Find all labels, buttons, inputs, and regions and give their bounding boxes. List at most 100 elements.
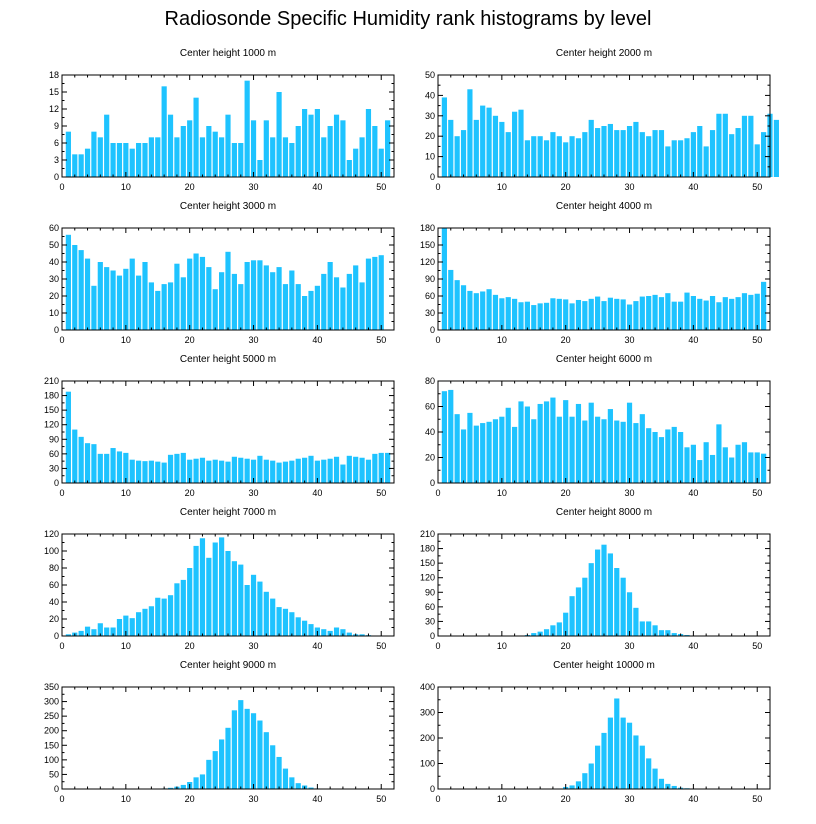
y-tick-label: 90 — [425, 587, 435, 597]
bar — [359, 457, 365, 483]
bar — [129, 148, 135, 177]
bar — [180, 784, 186, 789]
bar — [563, 142, 569, 177]
bar — [709, 454, 716, 483]
y-tick-label: 20 — [49, 291, 59, 301]
y-tick-label: 210 — [420, 529, 435, 539]
bar — [116, 451, 123, 483]
bar — [441, 391, 447, 483]
bar — [244, 80, 250, 177]
x-tick-label: 0 — [59, 488, 64, 498]
bar — [257, 455, 263, 483]
bar — [155, 597, 161, 636]
bar — [276, 756, 282, 789]
x-tick-label: 0 — [435, 794, 440, 804]
x-tick-label: 40 — [688, 641, 698, 651]
y-tick-label: 60 — [425, 291, 435, 301]
y-tick-label: 90 — [49, 434, 59, 444]
bar — [505, 297, 511, 330]
bar — [486, 421, 492, 483]
bar — [167, 114, 174, 177]
bar — [588, 119, 594, 177]
bar — [378, 452, 384, 483]
bar — [206, 557, 212, 636]
bar — [161, 284, 167, 330]
bar — [199, 774, 206, 789]
bar — [167, 454, 174, 483]
panel-5: Center height 5000 m 0 10 20 30 40 50 0 30 60 90 12… — [44, 354, 395, 498]
bar — [467, 89, 473, 177]
x-tick-label: 10 — [497, 182, 507, 192]
bar — [238, 457, 244, 483]
bar — [123, 268, 129, 330]
bar — [129, 258, 135, 330]
bar — [773, 119, 779, 177]
y-tick-label: 400 — [420, 682, 435, 692]
bar — [250, 574, 257, 636]
x-tick-label: 40 — [312, 335, 322, 345]
bar — [257, 260, 263, 330]
bar — [206, 126, 212, 177]
bar — [270, 272, 276, 330]
bar — [104, 114, 110, 177]
y-tick-label: 150 — [44, 405, 59, 415]
bar — [588, 402, 594, 483]
bar — [614, 698, 620, 789]
bar — [321, 459, 327, 483]
y-tick-label: 10 — [49, 308, 59, 318]
bar — [658, 630, 665, 636]
panel-4: Center height 4000 m 0 10 20 30 40 50 0 30 60 90 12… — [420, 201, 771, 345]
bar — [263, 732, 269, 789]
bar — [378, 255, 384, 330]
bar — [174, 453, 180, 483]
bar — [601, 544, 607, 636]
bar — [359, 137, 365, 177]
bar — [238, 700, 244, 789]
bar — [123, 143, 129, 177]
bar — [665, 293, 671, 330]
bar — [620, 130, 626, 177]
bar — [276, 462, 282, 483]
bar — [340, 120, 346, 177]
bar — [524, 406, 530, 483]
bar — [460, 130, 467, 177]
y-tick-label: 20 — [425, 131, 435, 141]
bar — [193, 458, 199, 483]
bar — [646, 621, 652, 636]
bar — [658, 130, 665, 177]
bar — [620, 577, 626, 636]
bar — [646, 136, 652, 177]
bar — [722, 447, 728, 483]
bar — [142, 461, 148, 483]
bar — [678, 140, 684, 177]
bar — [282, 137, 289, 177]
bar — [378, 148, 384, 177]
bar — [601, 301, 607, 330]
bar — [295, 458, 301, 483]
bar — [346, 160, 352, 177]
bar — [174, 263, 180, 330]
panel-title: Center height 3000 m — [180, 201, 276, 212]
bar — [652, 432, 658, 483]
bar — [231, 710, 237, 789]
bar — [206, 759, 212, 789]
bar — [569, 596, 575, 636]
bar — [250, 459, 257, 483]
y-tick-label: 50 — [49, 240, 59, 250]
x-tick-label: 40 — [312, 488, 322, 498]
bar — [289, 612, 295, 636]
x-tick-label: 50 — [376, 335, 386, 345]
bar — [346, 632, 352, 636]
bar — [270, 460, 276, 483]
x-tick-label: 40 — [688, 182, 698, 192]
bar — [569, 785, 575, 789]
bar — [231, 273, 237, 330]
bar — [563, 612, 569, 636]
bar — [633, 301, 639, 330]
bar — [244, 458, 250, 483]
bar — [633, 121, 639, 177]
bar — [671, 633, 677, 636]
bar — [550, 298, 556, 330]
bar — [212, 751, 218, 789]
bar — [729, 134, 735, 177]
